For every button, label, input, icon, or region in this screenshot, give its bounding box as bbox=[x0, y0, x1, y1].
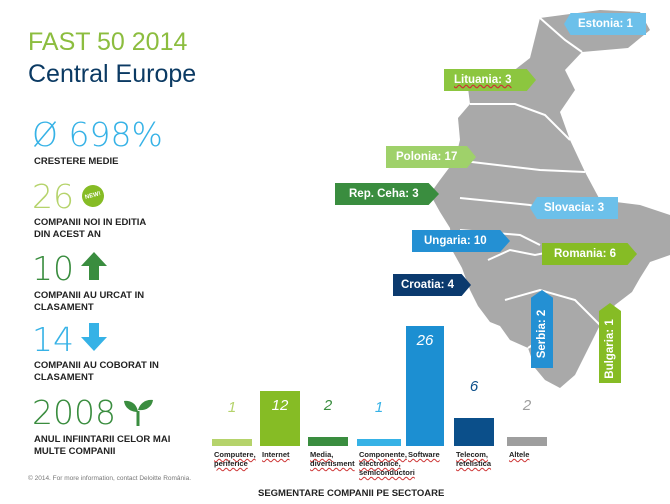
sector-bar-value: 1 bbox=[374, 399, 384, 416]
country-tag-label: Romania: 6 bbox=[554, 248, 616, 260]
country-tag-polonia: Polonia: 17 bbox=[386, 146, 476, 168]
country-tag-serbia: Serbia: 2 bbox=[531, 290, 553, 368]
country-tag-label: Lituania: 3 bbox=[454, 74, 512, 86]
year-label-2: MULTE COMPANII bbox=[34, 446, 116, 457]
sector-bar bbox=[454, 418, 494, 446]
sector-bar-value: 6 bbox=[469, 378, 479, 396]
country-tag-label: Ungaria: 10 bbox=[424, 235, 487, 247]
sector-bar bbox=[357, 439, 401, 446]
sector-bar-value: 2 bbox=[323, 396, 333, 414]
sector-bar-label: Componente, electronice, semiconductori bbox=[359, 450, 415, 477]
country-tag-rep-ceha: Rep. Ceha: 3 bbox=[335, 183, 439, 205]
year-label-1: ANUL INFIINTARII CELOR MAI bbox=[34, 434, 171, 445]
up-value: 10 bbox=[32, 249, 74, 288]
country-tag-slovacia: Slovacia: 3 bbox=[530, 197, 618, 219]
down-value: 14 bbox=[32, 320, 74, 359]
country-tag-label: Slovacia: 3 bbox=[544, 202, 605, 214]
sector-bar bbox=[507, 436, 547, 446]
arrow-down-icon bbox=[81, 323, 107, 351]
sector-bar-label: Media, divertisment bbox=[310, 450, 355, 468]
country-tag-croatia: Croatia: 4 bbox=[393, 274, 471, 296]
sector-bar bbox=[406, 326, 444, 446]
map-borders bbox=[454, 17, 601, 349]
country-tag-romania: Romania: 6 bbox=[542, 243, 637, 265]
growth-label: CRESTERE MEDIE bbox=[34, 156, 119, 167]
sector-bar bbox=[212, 439, 252, 446]
sprout-icon bbox=[124, 399, 153, 426]
sector-bar-label: Altele bbox=[509, 450, 530, 459]
title-line2: Central Europe bbox=[28, 60, 197, 88]
year-value: 2008 bbox=[32, 393, 116, 432]
sector-bar-label: Internet bbox=[262, 450, 290, 459]
country-tag-ungaria: Ungaria: 10 bbox=[412, 230, 510, 252]
sector-bar-label: Telecom, retelistica bbox=[456, 450, 492, 468]
sector-bar-value: 1 bbox=[227, 399, 237, 416]
new-value: 26 bbox=[32, 177, 74, 216]
sector-bar-value: 2 bbox=[522, 396, 532, 414]
sector-bar bbox=[260, 390, 300, 446]
chart-title: SEGMENTARE COMPANII PE SECTOARE bbox=[258, 488, 445, 499]
up-label-1: COMPANII AU URCAT IN bbox=[34, 290, 145, 301]
down-label-2: CLASAMENT bbox=[34, 372, 94, 383]
country-tag-label: Rep. Ceha: 3 bbox=[349, 188, 419, 200]
country-tag-label: Estonia: 1 bbox=[578, 18, 633, 30]
sector-bar-value: 12 bbox=[271, 396, 289, 414]
sector-bar bbox=[308, 436, 348, 446]
sector-bar-label: Software bbox=[408, 450, 440, 459]
new-label-2: DIN ACEST AN bbox=[34, 229, 101, 240]
up-label-2: CLASAMENT bbox=[34, 302, 94, 313]
sector-bar-value: 26 bbox=[416, 332, 434, 350]
country-tag-label: Croatia: 4 bbox=[401, 279, 455, 291]
country-tag-estonia: Estonia: 1 bbox=[564, 13, 646, 35]
down-label-1: COMPANII AU COBORAT IN bbox=[34, 360, 159, 371]
sector-bar-label: Computere, periferice bbox=[214, 450, 256, 468]
country-tag-lituania: Lituania: 3 bbox=[444, 69, 536, 91]
country-tag-bulgaria: Bulgaria: 1 bbox=[599, 303, 621, 383]
arrow-up-icon bbox=[81, 252, 107, 280]
title-line1: FAST 50 2014 bbox=[28, 28, 188, 56]
country-tag-label: Polonia: 17 bbox=[396, 151, 458, 163]
copyright-footer: © 2014. For more information, contact De… bbox=[28, 475, 192, 482]
new-label-1: COMPANII NOI IN EDITIA bbox=[34, 217, 147, 228]
growth-value: Ø 698% bbox=[32, 115, 163, 154]
